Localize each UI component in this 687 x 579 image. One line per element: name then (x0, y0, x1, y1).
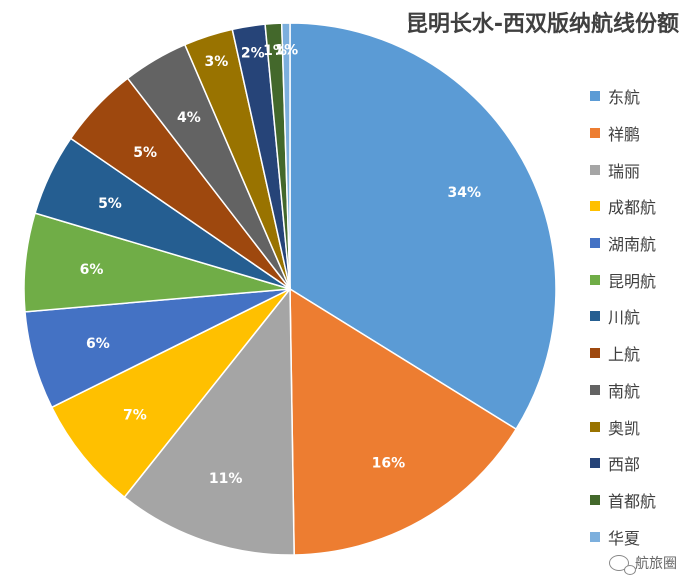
data-label-10: 2% (241, 46, 265, 62)
data-label-8: 4% (177, 110, 201, 126)
data-label-9: 3% (204, 54, 228, 70)
legend-item-0: 东航 (590, 78, 656, 115)
legend-item-8: 南航 (590, 372, 656, 409)
legend-item-1: 祥鹏 (590, 115, 656, 152)
watermark-text: 航旅圈 (635, 556, 677, 572)
legend-item-5: 昆明航 (590, 261, 656, 298)
legend-label: 川航 (608, 308, 641, 328)
data-label-4: 6% (86, 336, 110, 352)
watermark: 航旅圈 (609, 553, 677, 575)
data-label-5: 6% (80, 262, 104, 278)
legend-label: 西部 (608, 455, 641, 475)
legend-label: 上航 (608, 345, 641, 365)
legend-item-2: 瑞丽 (590, 151, 656, 188)
legend-label: 祥鹏 (608, 125, 641, 145)
pie-slice-3 (50, 288, 291, 499)
legend-item-10: 西部 (590, 445, 656, 482)
legend-label: 华夏 (608, 528, 641, 548)
legend-item-4: 湖南航 (590, 225, 656, 262)
pie-slice-0 (289, 22, 557, 431)
legend-label: 奥凯 (608, 418, 641, 438)
legend-label: 瑞丽 (608, 161, 641, 181)
legend-item-3: 成都航 (590, 188, 656, 225)
pie-slice-12 (280, 22, 291, 290)
chart-title: 昆明长水-西双版纳航线份额 (405, 12, 679, 37)
data-label-7: 5% (133, 145, 157, 161)
legend-item-11: 首都航 (590, 482, 656, 519)
legend-item-6: 川航 (590, 298, 656, 335)
data-label-11: 1% (263, 43, 287, 59)
data-label-3: 7% (123, 407, 147, 423)
legend-item-7: 上航 (590, 335, 656, 372)
data-label-1: 16% (372, 456, 406, 472)
legend-label: 昆明航 (608, 271, 657, 291)
legend-swatch (590, 531, 600, 542)
legend-swatch (590, 348, 600, 359)
legend-item-9: 奥凯 (590, 408, 656, 445)
legend-swatch (590, 384, 600, 395)
legend-item-12: 华夏 (590, 518, 656, 555)
pie-slice-2 (123, 286, 295, 556)
legend-swatch (590, 238, 600, 249)
legend-label: 成都航 (608, 198, 657, 218)
legend-label: 东航 (608, 88, 641, 108)
legend-swatch (590, 458, 600, 469)
legend-label: 南航 (608, 381, 641, 401)
legend-swatch (590, 311, 600, 322)
data-label-12: 1% (274, 43, 298, 59)
legend-swatch (590, 128, 600, 139)
pie-slice-1 (289, 287, 518, 556)
legend-swatch (590, 164, 600, 175)
legend-swatch (590, 494, 600, 505)
legend-label: 首都航 (608, 491, 657, 511)
data-label-6: 5% (98, 196, 122, 212)
legend-label: 湖南航 (608, 235, 657, 255)
legend-swatch (590, 274, 600, 285)
legend: 东航祥鹏瑞丽成都航湖南航昆明航川航上航南航奥凯西部首都航华夏 (590, 78, 656, 555)
legend-swatch (590, 91, 600, 102)
legend-swatch (590, 201, 600, 212)
wechat-icon (609, 555, 636, 575)
legend-swatch (590, 421, 600, 432)
data-label-0: 34% (448, 185, 482, 201)
data-label-2: 11% (209, 471, 243, 487)
